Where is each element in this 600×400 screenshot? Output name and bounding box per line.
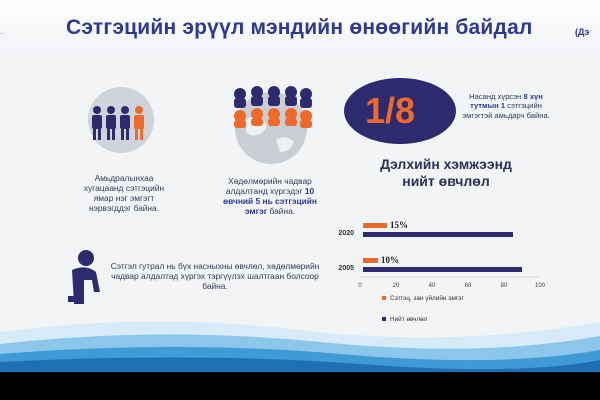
fraction-text-bold: 8 хүн тутмын 1 (470, 92, 543, 111)
fraction-text-post: сэтгэцийн эмгэгтэй амьдарч байна. (462, 101, 550, 120)
x-tick-0: 0 (358, 283, 362, 289)
bar-2020-total (363, 232, 513, 237)
work-text-pre: Хөдөлмөрийн чадвар алдалтанд хүргэдэг (225, 176, 312, 196)
x-tick-100: 100 (535, 283, 546, 289)
legend-swatch-mental (382, 296, 386, 300)
legend-label-total: Нийт өвчлөл (390, 315, 428, 323)
slide: ... Сэтгэцийн эрүүл мэндийн өнөөгийн бай… (0, 0, 600, 372)
life-text: Амьдралынхаа хугацаанд сэтгэцийн ямар нэ… (83, 173, 165, 213)
slide-title-tail: (Дэ (575, 27, 590, 37)
depression-text: Сэтгэл гутрал нь бүх насныхны өвчлөл, хө… (110, 261, 320, 291)
logo: ... (0, 30, 5, 36)
work-text-post: байна. (267, 206, 296, 216)
people-group-icon (88, 87, 154, 153)
fraction-text: Насанд хүрсэн 8 хүн тутмын 1 сэтгэцийн э… (462, 92, 550, 120)
work-text: Хөдөлмөрийн чадвар алдалтанд хүргэдэг 10… (214, 176, 326, 216)
fraction-ellipse (344, 78, 456, 144)
bar-2020-mental (363, 223, 387, 228)
category-label-2005: 2005 (338, 265, 354, 272)
globe-heads-icon (234, 86, 312, 164)
header-band (0, 0, 600, 58)
fraction-text-pre: Насанд хүрсэн (469, 92, 524, 101)
bar-chart: 2020 15% 2005 10% 0 20 40 60 80 100 Сэтгэц, зан үй… (338, 220, 546, 323)
legend-label-mental: Сэтгэц, зан үйлийн эмгэг (390, 294, 464, 302)
legend-swatch-total (382, 317, 386, 321)
x-tick-60: 60 (465, 283, 472, 289)
sitting-sad-person-icon (68, 250, 100, 304)
video-letterbox (0, 372, 600, 400)
category-label-2020: 2020 (338, 230, 354, 237)
data-label-2005: 10% (381, 255, 399, 265)
data-label-2020: 15% (390, 220, 408, 230)
slide-title: Сэтгэцийн эрүүл мэндийн өнөөгийн байдал (66, 16, 533, 39)
x-tick-20: 20 (393, 283, 400, 289)
bottom-wave-decoration (0, 321, 600, 372)
fraction-value: 1/8 (365, 90, 416, 131)
x-tick-80: 80 (501, 283, 508, 289)
x-tick-40: 40 (429, 283, 436, 289)
bar-2005-mental (363, 258, 378, 263)
bar-2005-total (363, 267, 522, 272)
work-text-bold: 10 өвчний 5 нь сэтгэцийн эмгэг (223, 186, 317, 216)
chart-title: Дэлхийн хэмжээнд нийт өвчлөл (380, 156, 512, 189)
